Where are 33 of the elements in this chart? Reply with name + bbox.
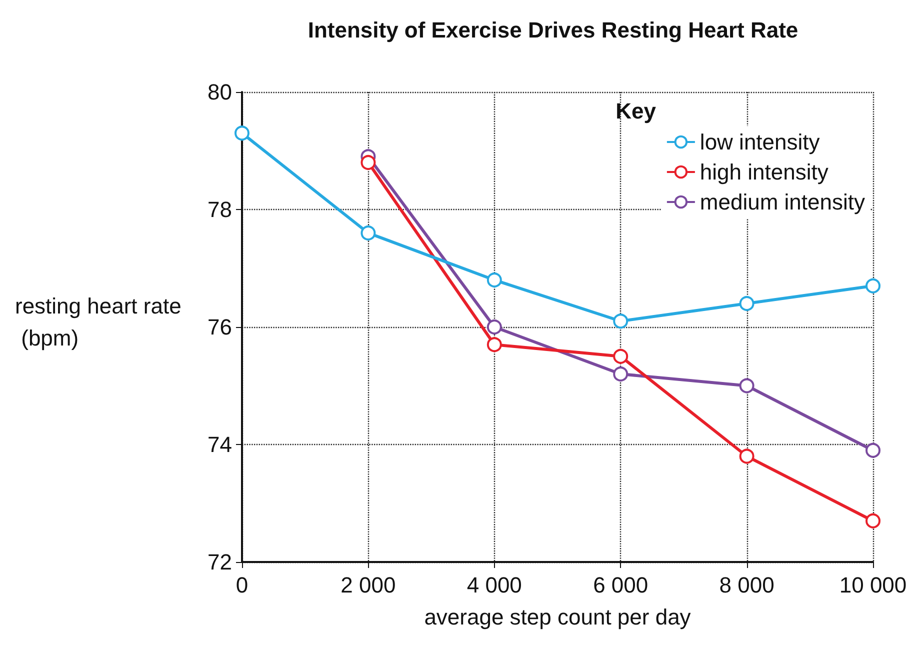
y-tick-label: 74 (208, 432, 232, 457)
point (613, 314, 628, 329)
x-tick-label: 6 000 (593, 572, 648, 598)
point (486, 320, 502, 334)
x-tick-label: 0 (236, 572, 248, 598)
x-tick-label: 8 000 (719, 572, 774, 598)
point (866, 513, 880, 528)
y-tick-label: 78 (208, 197, 232, 222)
y-axis-title: resting heart rate (bpm) (15, 294, 182, 350)
point (866, 442, 880, 458)
x-tick-label: 10 000 (839, 572, 907, 598)
legend-label: high intensity (700, 160, 828, 184)
legend-label: medium intensity (700, 190, 866, 214)
point (234, 126, 250, 141)
x-tick-label: 4 000 (466, 572, 522, 598)
point (360, 155, 376, 170)
point (739, 378, 754, 394)
y-tick-label: 72 (208, 550, 232, 574)
y-tick-label: 76 (208, 314, 232, 340)
y-tick-label: 80 (208, 80, 232, 104)
point (866, 278, 880, 294)
point (613, 348, 628, 364)
legend-label: low intensity (700, 130, 820, 154)
legend-title: Key (616, 98, 657, 124)
point (486, 337, 502, 352)
x-tick-label: 2 000 (340, 572, 396, 598)
x-axis-title: average step count per day (424, 604, 691, 630)
point (486, 272, 502, 288)
point (360, 226, 376, 240)
chart-title: Intensity of Exercise Drives Resting Heart Rate (308, 18, 798, 42)
point (613, 366, 628, 382)
point (739, 448, 754, 464)
point (739, 296, 754, 311)
